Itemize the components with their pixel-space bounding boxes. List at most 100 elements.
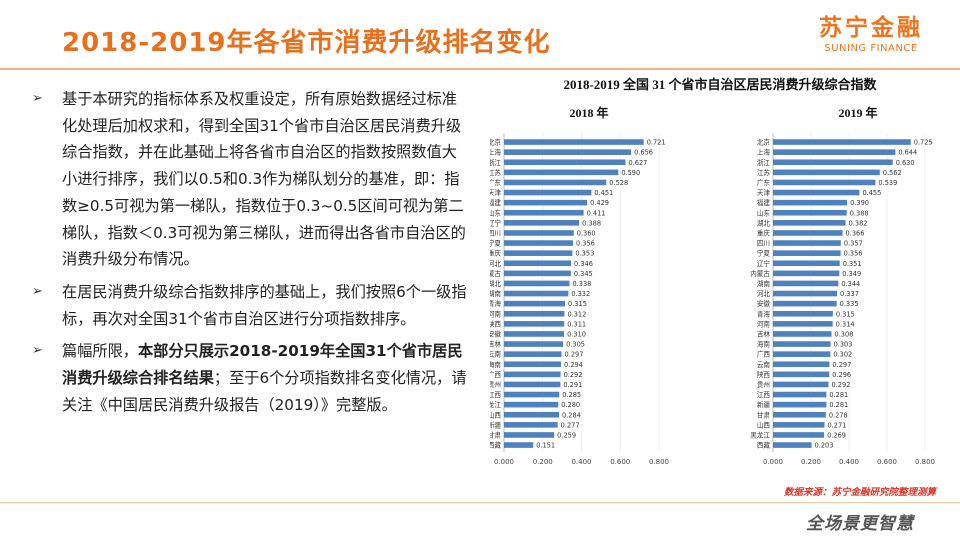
bar	[504, 401, 559, 408]
category-label: 青海	[757, 309, 771, 318]
data-label: 0.281	[829, 391, 848, 399]
data-label: 0.281	[829, 401, 848, 409]
category-label: 重庆	[757, 228, 771, 237]
data-label: 0.360	[577, 229, 596, 237]
bar	[773, 280, 839, 287]
chart-area: 2018-2019 全国 31 个省市自治区居民消费升级综合指数 2018 年 0.…	[490, 77, 939, 498]
bar	[504, 179, 607, 186]
data-label: 0.388	[850, 209, 869, 217]
data-label: 0.292	[831, 381, 850, 389]
bar	[504, 351, 562, 357]
data-label: 0.528	[609, 179, 628, 187]
bar	[504, 169, 619, 176]
category-label: 浙江	[757, 158, 771, 167]
category-label: 北京	[490, 138, 501, 147]
bar	[773, 139, 911, 145]
category-label: 江西	[757, 391, 771, 399]
bullet-text: 篇幅所限，	[62, 342, 138, 361]
bar	[773, 341, 831, 347]
bar	[504, 321, 565, 327]
bar	[504, 270, 571, 277]
bar	[504, 310, 565, 317]
category-label: 江苏	[757, 168, 771, 177]
bar	[773, 401, 827, 408]
category-label: 西藏	[757, 441, 771, 450]
bar	[773, 351, 831, 357]
suning-finance-logo: 苏宁金融 SUNING FINANCE	[806, 14, 936, 60]
data-label: 0.259	[557, 431, 576, 439]
bar	[504, 381, 561, 388]
bar	[504, 240, 573, 246]
bar	[773, 149, 896, 155]
category-label: 甘肃	[490, 430, 501, 439]
bar	[504, 341, 564, 347]
data-label: 0.356	[576, 240, 595, 248]
bar	[773, 290, 838, 297]
source-note: 数据来源：苏宁金融研究院整理测算	[784, 486, 939, 498]
bar	[773, 310, 833, 317]
data-label: 0.305	[566, 341, 585, 349]
category-label: 安徽	[757, 299, 771, 308]
data-label: 0.278	[829, 411, 848, 419]
data-label: 0.725	[914, 139, 933, 147]
bar	[504, 391, 560, 398]
data-label: 0.203	[815, 442, 834, 450]
bar	[504, 250, 573, 256]
category-label: 广西	[757, 350, 771, 359]
footer-divider	[0, 502, 960, 503]
category-label: 云南	[757, 360, 771, 369]
category-label: 重庆	[490, 249, 501, 258]
bar	[773, 422, 825, 428]
x-tick-label: 0.400	[839, 458, 859, 466]
data-label: 0.388	[582, 219, 601, 227]
bar	[504, 149, 632, 155]
x-tick-label: 0.600	[877, 458, 897, 466]
bar	[504, 189, 592, 196]
category-label: 上海	[490, 148, 501, 157]
chart-subtitle: 2018 年	[569, 105, 608, 120]
category-label: 贵州	[490, 380, 501, 389]
data-label: 0.366	[846, 229, 865, 237]
data-label: 0.303	[834, 341, 853, 349]
data-label: 0.292	[564, 371, 583, 379]
x-tick-label: 0.800	[649, 458, 669, 466]
bar	[504, 280, 570, 287]
category-label: 四川	[490, 229, 501, 237]
data-label: 0.314	[836, 320, 855, 328]
data-label: 0.315	[836, 310, 855, 318]
category-label: 吉林	[490, 340, 501, 349]
category-label: 湖南	[490, 289, 501, 298]
data-label: 0.357	[844, 240, 863, 248]
data-label: 0.277	[561, 421, 580, 429]
data-label: 0.308	[835, 330, 854, 338]
logo-chinese-text: 苏宁金融	[819, 15, 923, 41]
bar	[773, 240, 841, 246]
data-label: 0.429	[590, 199, 609, 207]
category-label: 广西	[490, 370, 501, 379]
bullet-paragraph: ➢ 基于本研究的指标体系及权重设定，所有原始数据经过标准化处理后加权求和，得到全国…	[30, 86, 470, 273]
category-label: 山西	[490, 410, 501, 419]
bar	[773, 189, 860, 196]
bar	[504, 220, 580, 226]
bar	[504, 300, 566, 307]
data-label: 0.656	[634, 149, 653, 157]
data-label: 0.271	[827, 421, 846, 429]
data-label: 0.269	[827, 431, 846, 439]
data-label: 0.297	[565, 351, 584, 359]
bar	[773, 159, 893, 166]
x-tick-label: 0.800	[915, 458, 935, 466]
category-label: 北京	[757, 138, 771, 147]
bar	[773, 169, 880, 176]
bar	[773, 391, 827, 398]
category-label: 吉林	[757, 329, 771, 338]
category-label: 上海	[757, 148, 771, 157]
chart-suptitle: 2018-2019 全国 31 个省市自治区居民消费升级综合指数	[563, 77, 877, 92]
data-label: 0.285	[562, 391, 581, 399]
data-label: 0.349	[842, 270, 861, 278]
data-label: 0.590	[621, 169, 640, 177]
bullet-paragraph: ➢ 篇幅所限，本部分只展示2018-2019年全国31个省市居民消费升级综合排名结…	[30, 338, 470, 418]
bar	[504, 361, 561, 368]
category-label: 河南	[757, 319, 771, 328]
category-label: 海南	[757, 340, 771, 349]
category-label: 河北	[757, 290, 771, 298]
